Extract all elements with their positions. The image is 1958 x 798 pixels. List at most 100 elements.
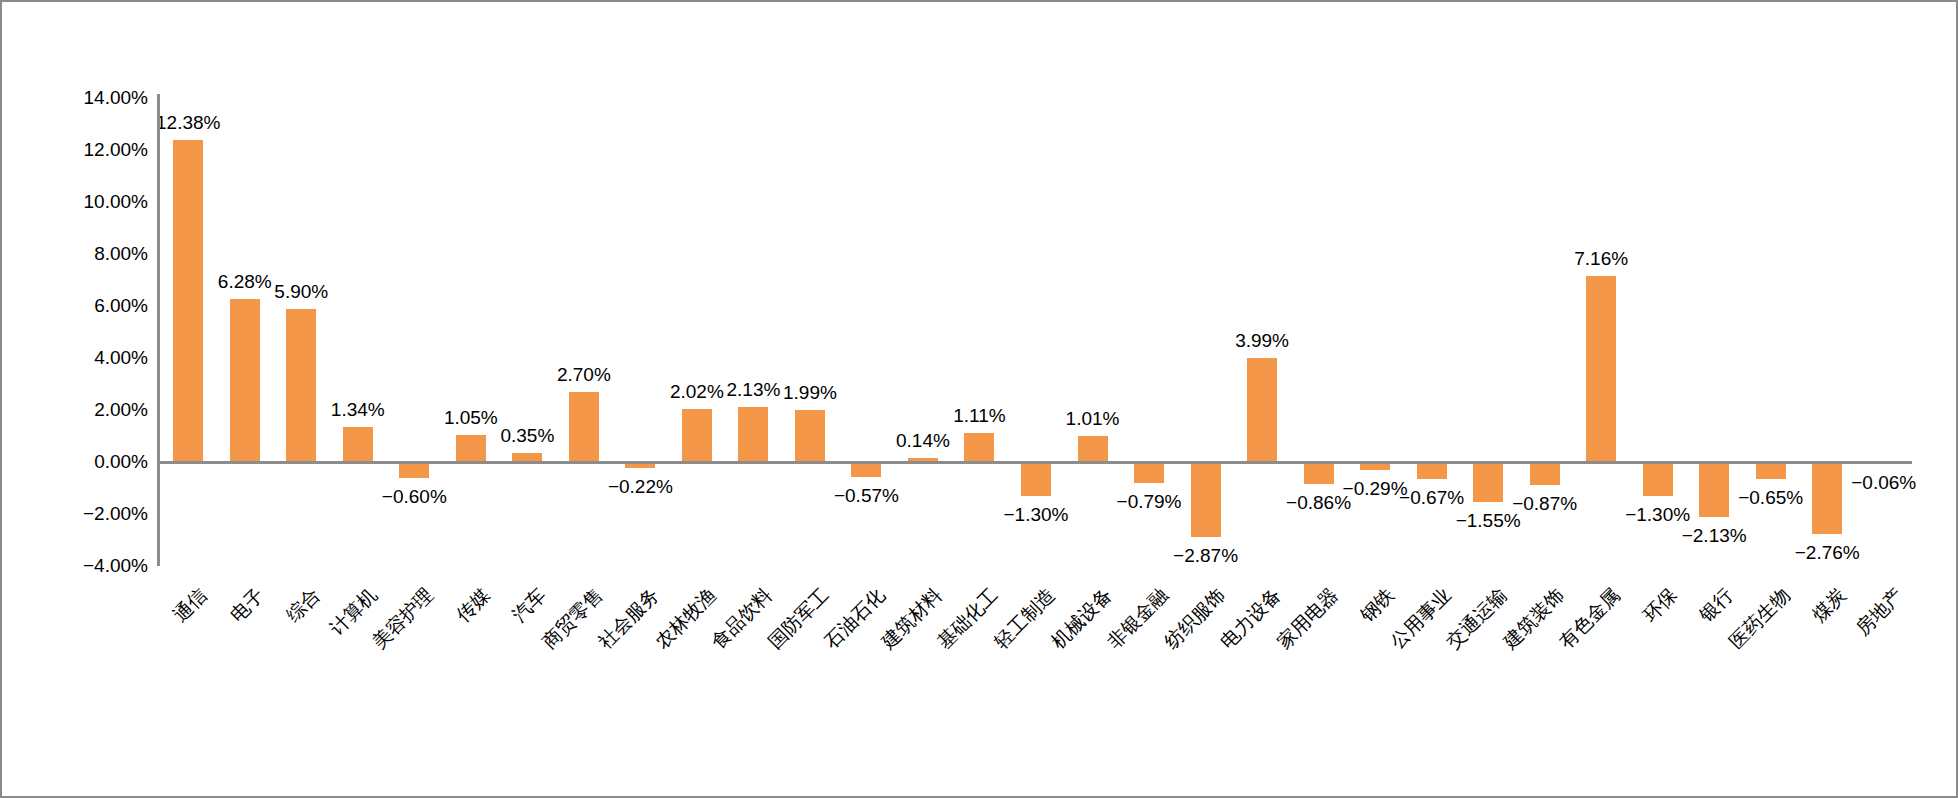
bar-value-label: 3.99% <box>1235 330 1289 352</box>
bar-value-label: 2.13% <box>726 379 780 401</box>
bar-value-label: 12.38% <box>156 112 220 134</box>
x-axis-category-label: 商贸零售 <box>538 584 607 653</box>
x-axis-category-label: 家用电器 <box>1273 584 1342 653</box>
x-axis-category-label: 煤炭 <box>1808 584 1850 626</box>
x-axis-category-label: 电力设备 <box>1216 584 1285 653</box>
x-axis-category-label: 纺织服饰 <box>1160 584 1229 653</box>
bar <box>1530 462 1560 485</box>
bar <box>569 392 599 462</box>
y-axis-tick-label: −2.00% <box>83 503 148 525</box>
bar-value-label: −0.57% <box>834 485 899 507</box>
x-axis-category-label: 医药生物 <box>1725 584 1794 653</box>
bar-value-label: 0.35% <box>500 425 554 447</box>
bar-value-label: −1.55% <box>1456 510 1521 532</box>
x-axis-category-label: 社会服务 <box>595 584 664 653</box>
bar <box>230 299 260 462</box>
y-axis-tick-label: 6.00% <box>94 295 148 317</box>
x-axis-category-label: 建筑装饰 <box>1499 584 1568 653</box>
bar <box>1756 462 1786 479</box>
bar <box>795 410 825 462</box>
x-axis-category-label: 电子 <box>226 584 268 626</box>
bar <box>343 427 373 462</box>
bar-value-label: −2.13% <box>1682 525 1747 547</box>
y-axis-tick-label: 10.00% <box>84 191 148 213</box>
y-axis-tick-label: −4.00% <box>83 555 148 577</box>
x-axis-category-label: 计算机 <box>326 584 381 639</box>
x-axis-category-label: 美容护理 <box>369 584 438 653</box>
x-axis-category-label: 传媒 <box>452 584 494 626</box>
bar-value-label: −0.65% <box>1738 487 1803 509</box>
x-axis-category-label: 汽车 <box>508 584 550 626</box>
x-axis-category-label: 农林牧渔 <box>651 584 720 653</box>
x-axis-category-label: 钢铁 <box>1356 584 1398 626</box>
x-axis-category-label: 基础化工 <box>934 584 1003 653</box>
bar-value-label: −0.79% <box>1117 491 1182 513</box>
x-axis-category-label: 环保 <box>1639 584 1681 626</box>
bar <box>1078 436 1108 462</box>
bar-chart-plot-area: 14.00%12.00%10.00%8.00%6.00%4.00%2.00%0.… <box>160 98 1912 566</box>
bar-value-label: 2.70% <box>557 364 611 386</box>
bar <box>1417 462 1447 479</box>
x-axis-category-label: 交通运输 <box>1442 584 1511 653</box>
bar-value-label: −0.06% <box>1851 472 1916 494</box>
x-axis-category-label: 建筑材料 <box>877 584 946 653</box>
x-axis-category-label: 机械设备 <box>1047 584 1116 653</box>
bar-value-label: 6.28% <box>218 271 272 293</box>
y-axis-tick-label: 4.00% <box>94 347 148 369</box>
y-axis-line <box>157 94 160 566</box>
bar <box>1247 358 1277 462</box>
bar <box>173 140 203 462</box>
bar <box>964 433 994 462</box>
bar <box>851 462 881 477</box>
bar-value-label: 0.14% <box>896 430 950 452</box>
x-axis-category-label: 房地产 <box>1851 584 1906 639</box>
y-axis-tick-label: 8.00% <box>94 243 148 265</box>
bar-value-label: −0.60% <box>382 486 447 508</box>
x-axis-category-label: 石油石化 <box>821 584 890 653</box>
y-axis-tick-label: 2.00% <box>94 399 148 421</box>
bar <box>286 309 316 462</box>
bar <box>399 462 429 478</box>
bar <box>456 435 486 462</box>
bar <box>682 409 712 462</box>
bar-value-label: 1.05% <box>444 407 498 429</box>
bar <box>1191 462 1221 537</box>
bar <box>1699 462 1729 517</box>
bar <box>1586 276 1616 462</box>
bar <box>1643 462 1673 496</box>
bar-value-label: −1.30% <box>1625 504 1690 526</box>
bar-value-label: 5.90% <box>274 281 328 303</box>
x-axis-category-label: 国防军工 <box>764 584 833 653</box>
bar-value-label: 1.99% <box>783 382 837 404</box>
bar-value-label: 1.01% <box>1066 408 1120 430</box>
x-axis-category-label: 食品饮料 <box>708 584 777 653</box>
bar-value-label: 2.02% <box>670 381 724 403</box>
bar-value-label: −0.67% <box>1399 487 1464 509</box>
bar-value-label: −2.76% <box>1795 542 1860 564</box>
bar-value-label: −1.30% <box>1004 504 1069 526</box>
x-axis-category-label: 银行 <box>1695 584 1737 626</box>
bar <box>1304 462 1334 484</box>
bar-value-label: −0.87% <box>1512 493 1577 515</box>
y-axis-tick-label: 0.00% <box>94 451 148 473</box>
x-axis-category-label: 非银金融 <box>1103 584 1172 653</box>
bar-value-label: 7.16% <box>1574 248 1628 270</box>
bar-value-label: 1.34% <box>331 399 385 421</box>
x-axis-category-label: 轻工制造 <box>990 584 1059 653</box>
bar <box>738 407 768 462</box>
bar <box>1021 462 1051 496</box>
bar-value-label: −0.22% <box>608 476 673 498</box>
x-axis-category-label: 公用事业 <box>1386 584 1455 653</box>
screenshot-frame: 14.00% 12.00% 10.00% 8.00% 6.00% 4.00% 2.00% 0.… <box>0 0 1958 798</box>
y-axis-tick-label: 12.00% <box>84 139 148 161</box>
x-axis-zero-line <box>160 461 1912 464</box>
y-axis-tick-label: 14.00% <box>84 87 148 109</box>
bar <box>1812 462 1842 534</box>
bar <box>1134 462 1164 483</box>
x-axis-category-label: 综合 <box>282 584 324 626</box>
x-axis-category-label: 有色金属 <box>1555 584 1624 653</box>
bar <box>1473 462 1503 502</box>
x-axis-category-label: 通信 <box>169 584 211 626</box>
bar-value-label: 1.11% <box>953 405 1005 427</box>
bar-value-label: −0.86% <box>1286 492 1351 514</box>
